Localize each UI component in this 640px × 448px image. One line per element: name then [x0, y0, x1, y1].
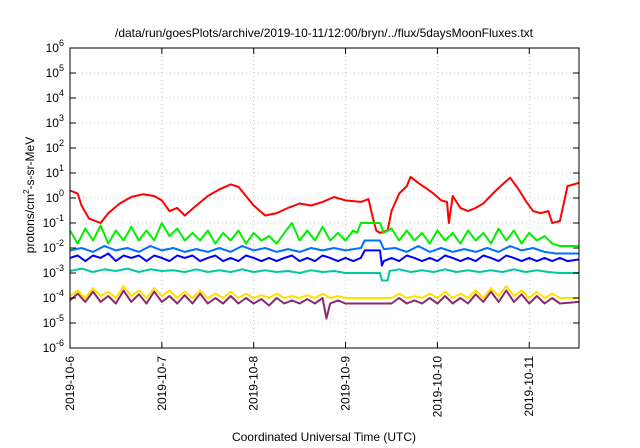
y-tick-label: 105 — [46, 63, 64, 80]
y-tick-label: 10-6 — [43, 338, 64, 355]
y-tick-exponent: -2 — [56, 238, 64, 248]
y-axis-label-exponent: 2 — [22, 189, 31, 194]
series-line-7 — [69, 289, 580, 320]
y-tick-exponent: 0 — [59, 188, 64, 198]
x-tick-label: 2019-10-10 — [430, 356, 444, 418]
y-tick-label: 101 — [46, 163, 64, 180]
chart-title: /data/run/goesPlots/archive/2019-10-11/1… — [115, 26, 534, 40]
x-axis-label: Coordinated Universal Time (UTC) — [232, 430, 416, 444]
y-tick-base: 10 — [43, 341, 57, 355]
y-tick-base: 10 — [46, 141, 60, 155]
y-tick-base: 10 — [46, 166, 60, 180]
y-tick-label: 103 — [46, 113, 64, 130]
y-tick-base: 10 — [43, 241, 57, 255]
x-axis-ticks: 2019-10-6 2019-10-7 2019-10-8 2019-10-9 2019… — [63, 48, 536, 417]
series-line-5 — [69, 267, 579, 282]
y-tick-exponent: 2 — [59, 138, 64, 148]
y-axis-label-part: protons/cm — [23, 194, 37, 253]
y-tick-label: 10-1 — [43, 213, 64, 230]
series-line-6 — [69, 285, 579, 299]
y-tick-base: 10 — [46, 66, 60, 80]
y-tick-base: 10 — [46, 91, 60, 105]
y-tick-exponent: 6 — [59, 38, 64, 48]
y-tick-exponent: 5 — [59, 63, 64, 73]
y-tick-base: 10 — [43, 316, 57, 330]
y-tick-exponent: -4 — [56, 288, 64, 298]
y-tick-base: 10 — [46, 191, 60, 205]
y-axis-label-part: -s-sr-MeV — [23, 137, 37, 190]
y-tick-exponent: -1 — [56, 213, 64, 223]
x-tick-label: 2019-10-11 — [522, 356, 536, 417]
y-tick-exponent: 4 — [59, 88, 64, 98]
x-tick-label: 2019-10-7 — [155, 356, 169, 411]
x-tick-label: 2019-10-9 — [339, 356, 353, 411]
x-tick-label: 2019-10-6 — [63, 356, 77, 411]
y-axis-label: protons/cm2-s-sr-MeV — [22, 137, 37, 253]
y-tick-label: 102 — [46, 138, 64, 155]
y-tick-base: 10 — [43, 216, 57, 230]
y-tick-exponent: -6 — [56, 338, 64, 348]
y-tick-base: 10 — [46, 116, 60, 130]
y-tick-label: 10-3 — [43, 263, 64, 280]
series-line-4 — [69, 249, 580, 267]
y-tick-label: 106 — [46, 38, 64, 55]
series-line-1 — [69, 175, 580, 234]
y-tick-label: 10-4 — [43, 288, 64, 305]
y-tick-label: 100 — [46, 188, 64, 205]
y-tick-exponent: 3 — [59, 113, 64, 123]
y-tick-exponent: -3 — [56, 263, 64, 273]
y-tick-label: 10-5 — [43, 313, 64, 330]
y-tick-exponent: -5 — [56, 313, 64, 323]
series-line-2 — [69, 222, 579, 247]
y-tick-base: 10 — [43, 291, 57, 305]
x-tick-label: 2019-10-8 — [247, 356, 261, 411]
series-line-3 — [69, 239, 579, 255]
y-tick-base: 10 — [46, 41, 60, 55]
y-axis-ticks: 10-610-510-410-310-210-11001011021031041… — [43, 38, 579, 355]
y-tick-label: 104 — [46, 88, 64, 105]
y-tick-base: 10 — [43, 266, 57, 280]
y-tick-exponent: 1 — [59, 163, 64, 173]
series-group — [69, 175, 580, 320]
y-tick-label: 10-2 — [43, 238, 64, 255]
